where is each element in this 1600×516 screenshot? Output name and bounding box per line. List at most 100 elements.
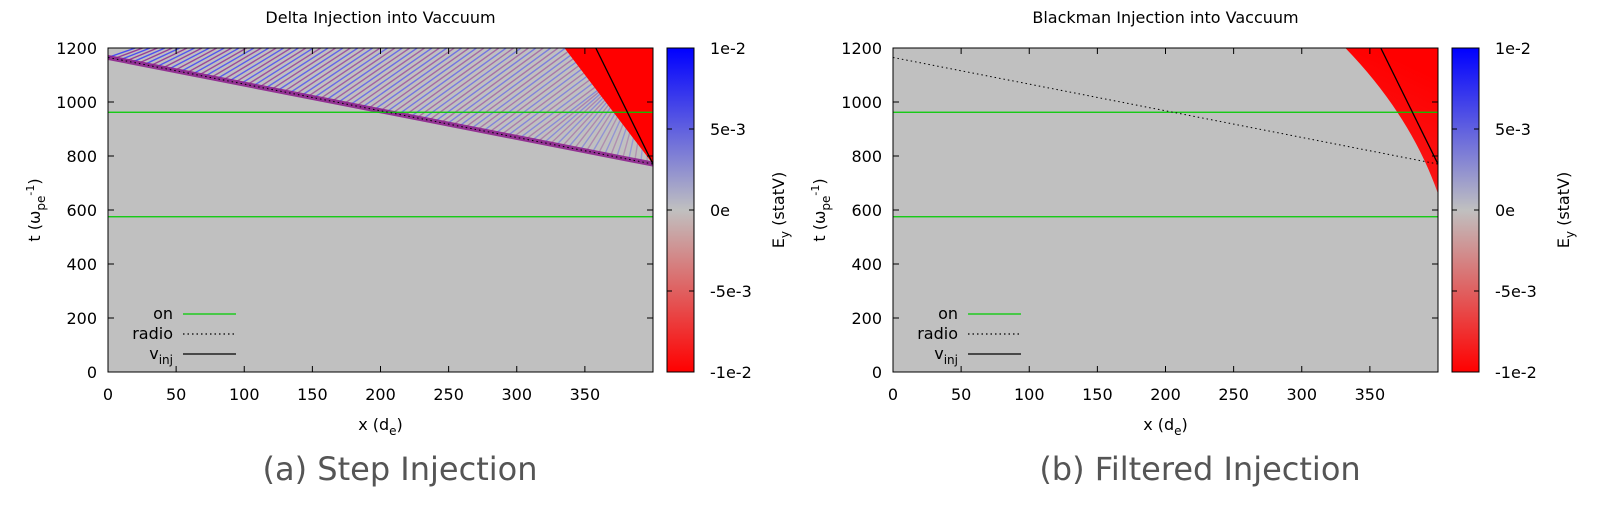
step-ripple-stripe (355, 48, 440, 107)
step-ripple-stripe (416, 48, 514, 119)
step-legend-label-1: radio (132, 324, 173, 343)
step-ripple-stripe (234, 48, 292, 83)
step-ripple-stripe (259, 48, 322, 88)
step-ripple-stripe (277, 48, 344, 92)
step-ripple-stripe (113, 48, 143, 60)
step-ripple-stripe (446, 48, 552, 125)
filtered-x-tick-label: 100 (1014, 385, 1045, 404)
step-ripple-stripe (410, 48, 507, 118)
filtered-x-tick-label: 200 (1150, 385, 1181, 404)
step-y-tick-label: 200 (66, 309, 97, 328)
filtered-x-tick-label: 300 (1286, 385, 1317, 404)
step-ripple-stripe (204, 48, 255, 78)
filtered-x-tick-label: 0 (888, 385, 898, 404)
step-ripple-stripe (186, 48, 233, 74)
filtered-y-tick-label: 200 (851, 309, 882, 328)
step-ripple-stripe (367, 48, 455, 109)
caption-step-injection: (a) Step Injection (262, 450, 538, 488)
step-ripple-stripe (289, 48, 359, 94)
filtered-colorbar-tick-label: -5e-3 (1495, 282, 1537, 301)
filtered-y-tick-label: 800 (851, 147, 882, 166)
filtered-y-axis-label: t (ωpe-1) (809, 178, 833, 241)
filtered-x-tick-label: 150 (1082, 385, 1113, 404)
step-ripple-stripe (422, 48, 522, 120)
step-x-tick-label: 300 (501, 385, 532, 404)
step-y-tick-label: 1200 (56, 39, 97, 58)
step-ripple-stripe (434, 48, 537, 123)
step-wavefront-edge (108, 54, 653, 167)
step-ripple-stripe (331, 48, 411, 102)
step-ripple-stripe (392, 48, 485, 114)
filtered-x-tick-label: 250 (1218, 385, 1249, 404)
step-y-tick-label: 800 (66, 147, 97, 166)
step-x-tick-label: 150 (297, 385, 328, 404)
step-y-tick-label: 600 (66, 201, 97, 220)
step-ripple-stripe (162, 48, 203, 69)
step-ripple-stripe (210, 48, 262, 79)
step-ripple-stripe (440, 48, 544, 124)
step-ripple-stripe (337, 48, 418, 104)
step-colorbar-tick-label: 1e-2 (710, 39, 746, 58)
filtered-plot-area (893, 48, 1438, 372)
filtered-y-tick-label: 1200 (841, 39, 882, 58)
step-ripple-stripe (380, 48, 470, 112)
step-ripple-stripe (386, 48, 477, 113)
step-ripple-stripe (343, 48, 425, 105)
step-ripple-stripe (313, 48, 388, 99)
filtered-colorbar-tick-label: 5e-3 (1495, 120, 1531, 139)
step-ripple-stripe (319, 48, 396, 100)
filtered-legend-label-1: radio (917, 324, 958, 343)
step-ripple-stripe (283, 48, 351, 93)
step-chart-title: Delta Injection into Vaccuum (265, 8, 495, 27)
step-legend-label-0: on (153, 304, 173, 323)
filtered-colorbar-tick-label: 0e (1495, 201, 1515, 220)
step-ripple-stripe (404, 48, 500, 117)
filtered-x-axis-label: x (de) (1143, 415, 1188, 438)
step-plot-area (108, 48, 653, 372)
step-ripple-stripe (216, 48, 270, 80)
step-ripple-stripe (295, 48, 366, 95)
step-x-tick-label: 250 (433, 385, 464, 404)
filtered-x-tick-label: 50 (951, 385, 971, 404)
step-ripple-stripe (137, 48, 173, 65)
step-ripple-stripe (228, 48, 284, 82)
step-ripple-stripe (301, 48, 374, 96)
step-ripple-stripe (144, 48, 181, 66)
filtered-colorbar-tick-label: -1e-2 (1495, 363, 1537, 382)
filtered-negative-field-region (1345, 48, 1438, 194)
step-y-tick-label: 400 (66, 255, 97, 274)
chart-step-injection: Delta Injection into Vaccuum 0 50 100 150 200… (24, 8, 792, 438)
step-ripple-stripe (180, 48, 225, 73)
step-ripple-stripe (325, 48, 403, 101)
step-x-tick-label: 50 (166, 385, 186, 404)
filtered-y-tick-label: 600 (851, 201, 882, 220)
step-ripple-stripe (265, 48, 329, 89)
step-ripple-stripe (361, 48, 448, 108)
step-ripple-stripe (252, 48, 314, 87)
step-ripple-stripe (398, 48, 492, 115)
step-ripple-stripe (174, 48, 218, 72)
step-ripple-stripe (470, 48, 581, 130)
step-ripple-stripe (222, 48, 277, 81)
filtered-legend-label-0: on (938, 304, 958, 323)
step-ripple-stripe (246, 48, 307, 86)
filtered-colorbar-tick-label: 1e-2 (1495, 39, 1531, 58)
step-y-tick-label: 0 (87, 363, 97, 382)
step-ripple-stripe (168, 48, 210, 70)
step-ripple-stripe (464, 48, 574, 128)
step-ripple-stripe (198, 48, 247, 76)
filtered-colorbar-label: Ey (statV) (1554, 172, 1577, 248)
step-ripple-stripe (458, 48, 566, 127)
step-x-tick-label: 0 (103, 385, 113, 404)
step-x-tick-label: 350 (570, 385, 601, 404)
panel-filtered-injection: Blackman Injection into Vaccuum 0 50 100 150… (800, 0, 1600, 516)
step-negative-field-region (564, 48, 653, 165)
step-ripple-stripe (307, 48, 381, 98)
step-x-tick-label: 200 (365, 385, 396, 404)
filtered-vinj-line (1380, 48, 1438, 165)
step-ripple-stripe (125, 48, 158, 62)
filtered-y-tick-label: 400 (851, 255, 882, 274)
filtered-field-layer (893, 48, 1438, 218)
caption-filtered-injection: (b) Filtered Injection (1039, 450, 1361, 488)
step-ripple-stripe (240, 48, 299, 85)
